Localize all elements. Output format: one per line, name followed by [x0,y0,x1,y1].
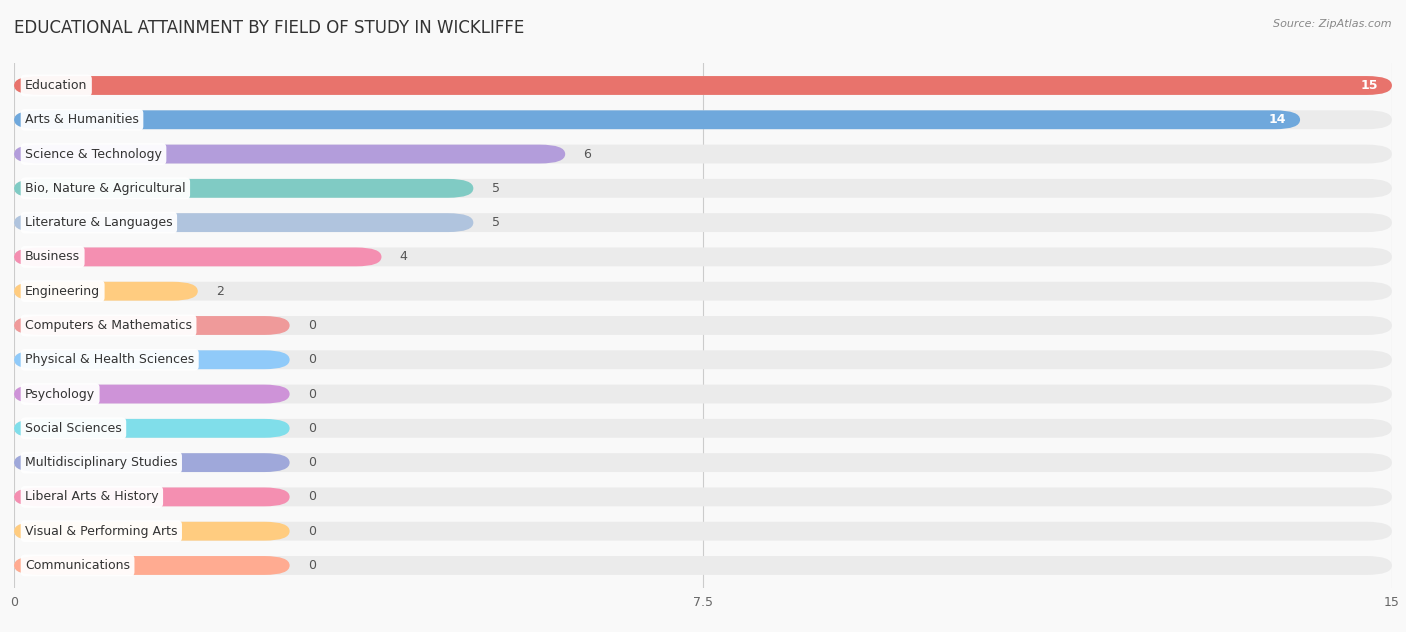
Text: Business: Business [25,250,80,264]
FancyBboxPatch shape [14,385,290,403]
Text: 6: 6 [583,147,592,161]
FancyBboxPatch shape [14,213,474,232]
FancyBboxPatch shape [14,453,290,472]
FancyBboxPatch shape [14,556,290,575]
Text: Social Sciences: Social Sciences [25,422,122,435]
FancyBboxPatch shape [14,145,1392,164]
Text: 0: 0 [308,525,316,538]
Text: Visual & Performing Arts: Visual & Performing Arts [25,525,177,538]
FancyBboxPatch shape [14,145,565,164]
FancyBboxPatch shape [14,487,1392,506]
FancyBboxPatch shape [14,316,290,335]
FancyBboxPatch shape [14,213,1392,232]
Text: 0: 0 [308,422,316,435]
FancyBboxPatch shape [14,282,1392,301]
Text: Science & Technology: Science & Technology [25,147,162,161]
Text: 5: 5 [492,216,499,229]
Text: EDUCATIONAL ATTAINMENT BY FIELD OF STUDY IN WICKLIFFE: EDUCATIONAL ATTAINMENT BY FIELD OF STUDY… [14,19,524,37]
FancyBboxPatch shape [14,453,1392,472]
FancyBboxPatch shape [14,419,1392,438]
FancyBboxPatch shape [14,179,474,198]
Text: 0: 0 [308,559,316,572]
Text: Multidisciplinary Studies: Multidisciplinary Studies [25,456,177,469]
Text: 2: 2 [217,284,224,298]
Text: Physical & Health Sciences: Physical & Health Sciences [25,353,194,367]
FancyBboxPatch shape [14,282,198,301]
FancyBboxPatch shape [14,419,290,438]
FancyBboxPatch shape [14,76,1392,95]
Text: Engineering: Engineering [25,284,100,298]
FancyBboxPatch shape [14,556,1392,575]
FancyBboxPatch shape [14,385,1392,403]
Text: 0: 0 [308,490,316,504]
Text: 0: 0 [308,353,316,367]
Text: Liberal Arts & History: Liberal Arts & History [25,490,159,504]
Text: Psychology: Psychology [25,387,96,401]
FancyBboxPatch shape [14,522,290,540]
FancyBboxPatch shape [14,179,1392,198]
FancyBboxPatch shape [14,111,1392,129]
Text: 4: 4 [399,250,408,264]
Text: 0: 0 [308,387,316,401]
Text: 0: 0 [308,456,316,469]
FancyBboxPatch shape [14,76,1392,95]
FancyBboxPatch shape [14,316,1392,335]
FancyBboxPatch shape [14,350,290,369]
Text: 5: 5 [492,182,499,195]
FancyBboxPatch shape [14,487,290,506]
Text: Source: ZipAtlas.com: Source: ZipAtlas.com [1274,19,1392,29]
Text: Education: Education [25,79,87,92]
Text: Arts & Humanities: Arts & Humanities [25,113,139,126]
Text: 15: 15 [1361,79,1378,92]
FancyBboxPatch shape [14,248,1392,266]
FancyBboxPatch shape [14,248,381,266]
Text: 0: 0 [308,319,316,332]
Text: 14: 14 [1268,113,1286,126]
FancyBboxPatch shape [14,350,1392,369]
FancyBboxPatch shape [14,111,1301,129]
Text: Literature & Languages: Literature & Languages [25,216,173,229]
Text: Computers & Mathematics: Computers & Mathematics [25,319,193,332]
FancyBboxPatch shape [14,522,1392,540]
Text: Bio, Nature & Agricultural: Bio, Nature & Agricultural [25,182,186,195]
Text: Communications: Communications [25,559,131,572]
